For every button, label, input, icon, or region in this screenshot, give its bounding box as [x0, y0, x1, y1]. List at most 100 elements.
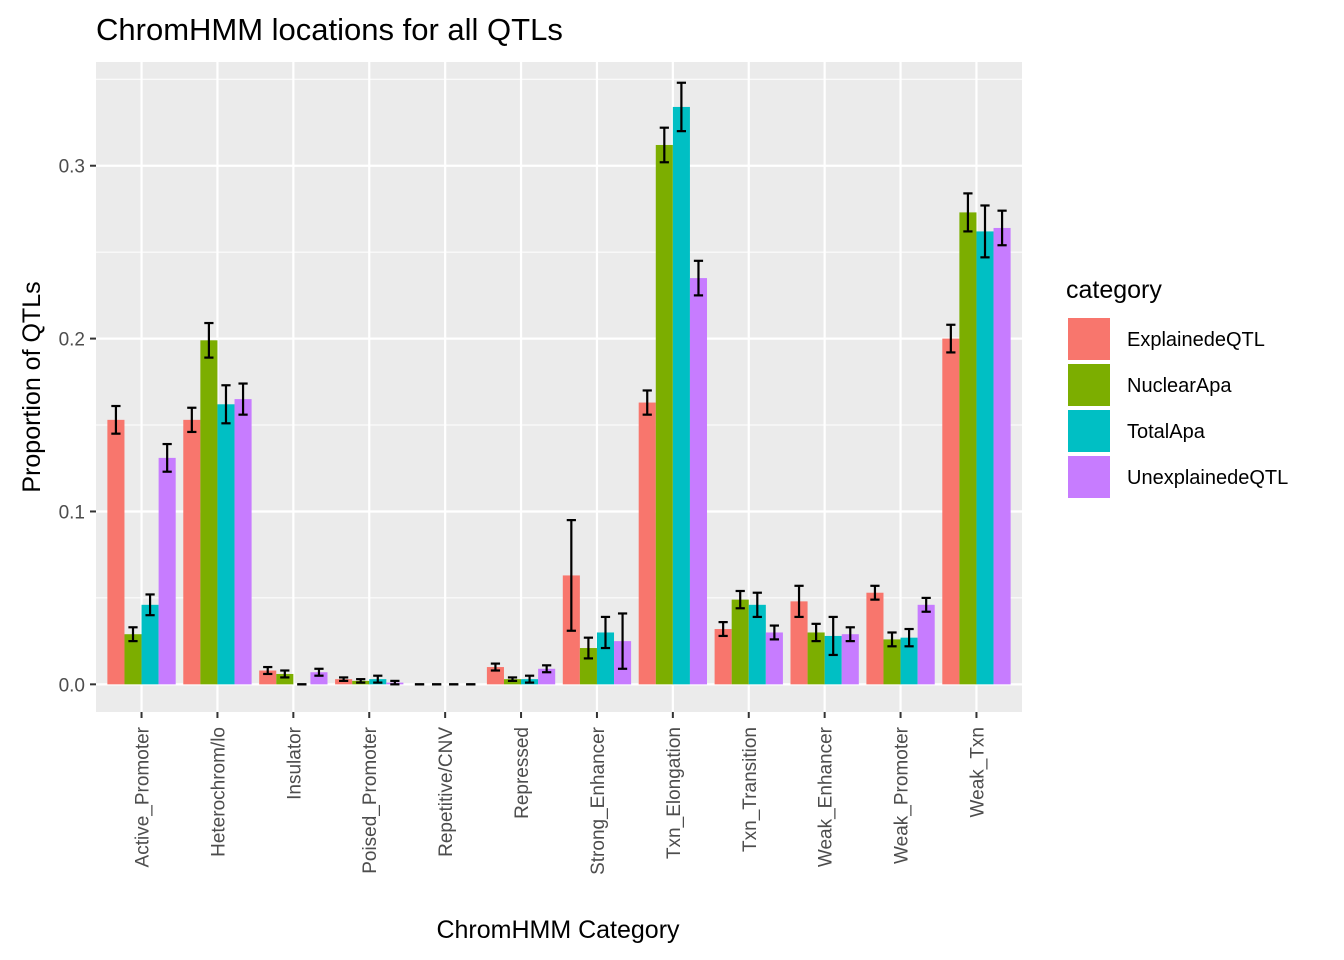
- bar-NuclearApa: [200, 340, 218, 685]
- errorbar: [390, 679, 400, 686]
- errorbar: [845, 626, 855, 643]
- legend-key-UnexplainedeQTL: [1068, 456, 1110, 498]
- bars: [107, 106, 1011, 685]
- bar-TotalApa: [900, 637, 918, 685]
- legend-key-NuclearApa: [1068, 364, 1110, 406]
- bar-NuclearApa: [807, 632, 825, 685]
- errorbar: [769, 624, 779, 641]
- x-tick-label: Weak_Promoter: [892, 726, 913, 864]
- x-tick-label: Txn_Transition: [740, 727, 761, 852]
- x-tick-label: Repetitive/CNV: [436, 727, 457, 857]
- x-tick-label: Poised_Promoter: [360, 726, 381, 873]
- x-axis: Active_Promoter Heterochrom/lo Insulator Po…: [133, 712, 988, 875]
- errorbar: [356, 678, 366, 684]
- bar-ExplainedeQTL: [790, 601, 808, 685]
- bar-ExplainedeQTL: [866, 592, 884, 685]
- errorbar: [238, 382, 248, 416]
- errorbar: [617, 612, 628, 670]
- bar-TotalApa: [748, 604, 766, 685]
- x-tick-label: Strong_Enhancer: [588, 726, 609, 875]
- errorbar: [339, 676, 349, 682]
- bar-NuclearApa: [276, 673, 294, 685]
- x-tick-label: Insulator: [284, 726, 305, 800]
- x-tick-label: Weak_Enhancer: [816, 726, 837, 867]
- bar-ExplainedeQTL: [942, 338, 960, 685]
- legend-title: category: [1066, 276, 1162, 304]
- x-axis-title: ChromHMM Category: [436, 916, 680, 944]
- bar-TotalApa: [217, 404, 235, 685]
- errorbar: [490, 662, 501, 672]
- y-tick-label: 0.1: [59, 502, 85, 523]
- errorbar: [280, 669, 290, 679]
- errorbar: [642, 389, 652, 416]
- errorbar: [187, 406, 197, 434]
- bar-UnexplainedeQTL: [689, 278, 708, 685]
- legend: ExplainedeQTL NuclearApa TotalApa Unexplain…: [1068, 318, 1288, 498]
- bar-ExplainedeQTL: [183, 419, 201, 685]
- bar-NuclearApa: [731, 599, 749, 685]
- bar-UnexplainedeQTL: [993, 227, 1011, 685]
- legend-label: TotalApa: [1127, 421, 1206, 443]
- errorbar: [963, 192, 973, 233]
- legend-key-TotalApa: [1068, 410, 1110, 452]
- bar-UnexplainedeQTL: [158, 457, 176, 685]
- legend-label: UnexplainedeQTL: [1127, 467, 1288, 489]
- errorbar: [221, 384, 231, 425]
- errorbar: [870, 584, 880, 601]
- x-tick-label: Active_Promoter: [133, 726, 154, 867]
- bar-NuclearApa: [655, 144, 673, 685]
- errorbar: [980, 204, 990, 259]
- bar-UnexplainedeQTL: [234, 399, 252, 685]
- bar-TotalApa: [141, 604, 159, 685]
- bar-TotalApa: [824, 635, 842, 685]
- x-tick-label: Repressed: [512, 727, 533, 819]
- error-bars: [111, 81, 1007, 686]
- bar-TotalApa: [976, 231, 994, 685]
- errorbar: [145, 593, 155, 617]
- bar-UnexplainedeQTL: [765, 632, 783, 685]
- errorbar: [659, 126, 669, 164]
- y-tick-label: 0.3: [59, 157, 85, 178]
- bar-NuclearApa: [124, 634, 142, 685]
- legend-key-ExplainedeQTL: [1068, 318, 1110, 360]
- bar-ExplainedeQTL: [107, 419, 125, 685]
- errorbar: [263, 665, 273, 676]
- errorbar: [828, 615, 838, 657]
- bar-NuclearApa: [883, 639, 901, 685]
- errorbar: [887, 631, 897, 648]
- errorbar: [735, 589, 745, 610]
- bar-ExplainedeQTL: [638, 402, 656, 685]
- errorbar: [904, 627, 914, 648]
- errorbar: [128, 626, 138, 643]
- errorbar: [524, 674, 535, 684]
- errorbar: [676, 81, 687, 133]
- x-tick-label: Txn_Elongation: [664, 727, 685, 859]
- errorbar: [794, 584, 804, 619]
- bar-UnexplainedeQTL: [917, 604, 935, 685]
- errorbar: [921, 596, 931, 613]
- y-axis: 0.0 0.1 0.2 0.3: [59, 157, 96, 696]
- x-tick-label: Weak_Txn: [967, 727, 988, 817]
- errorbar: [718, 621, 728, 638]
- y-tick-label: 0.2: [59, 330, 85, 351]
- bar-NuclearApa: [579, 648, 597, 685]
- errorbar: [946, 323, 956, 354]
- errorbar: [811, 622, 821, 643]
- errorbar: [162, 442, 172, 473]
- errorbar: [752, 591, 762, 619]
- bar-TotalApa: [672, 106, 690, 685]
- errorbar: [314, 667, 324, 677]
- errorbar: [507, 676, 518, 682]
- bar-UnexplainedeQTL: [841, 634, 859, 685]
- errorbar: [111, 404, 121, 435]
- errorbar: [600, 615, 611, 650]
- errorbar: [566, 519, 576, 632]
- legend-label: NuclearApa: [1127, 375, 1232, 397]
- bar-NuclearApa: [959, 212, 977, 685]
- bar-TotalApa: [596, 632, 615, 685]
- legend-label: ExplainedeQTL: [1127, 329, 1265, 351]
- errorbar: [542, 664, 552, 674]
- y-tick-label: 0.0: [59, 675, 85, 696]
- bar-ExplainedeQTL: [714, 629, 732, 685]
